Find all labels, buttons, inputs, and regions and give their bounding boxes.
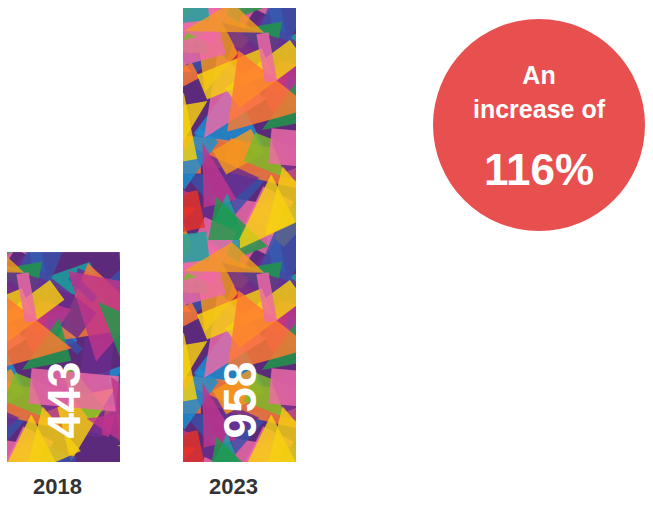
category-label: 2018 bbox=[33, 474, 82, 499]
category-label: 2023 bbox=[209, 474, 258, 499]
bar bbox=[183, 8, 296, 462]
data-label: 958 bbox=[214, 362, 266, 439]
annotation-text: 116% bbox=[484, 145, 594, 194]
bar bbox=[7, 252, 120, 462]
annotation-text: An bbox=[522, 61, 555, 89]
bars bbox=[7, 8, 296, 462]
annotation: An increase of 116% bbox=[433, 19, 645, 231]
chart-svg: 443 958 2018 2023 An increase of 116% bbox=[0, 0, 653, 508]
annotation-text: increase of bbox=[473, 95, 606, 123]
chart-container: 443 958 2018 2023 An increase of 116% bbox=[0, 0, 653, 508]
data-label: 443 bbox=[38, 362, 90, 439]
annotation-circle bbox=[433, 19, 645, 231]
labels: 443 958 2018 2023 bbox=[33, 362, 265, 499]
